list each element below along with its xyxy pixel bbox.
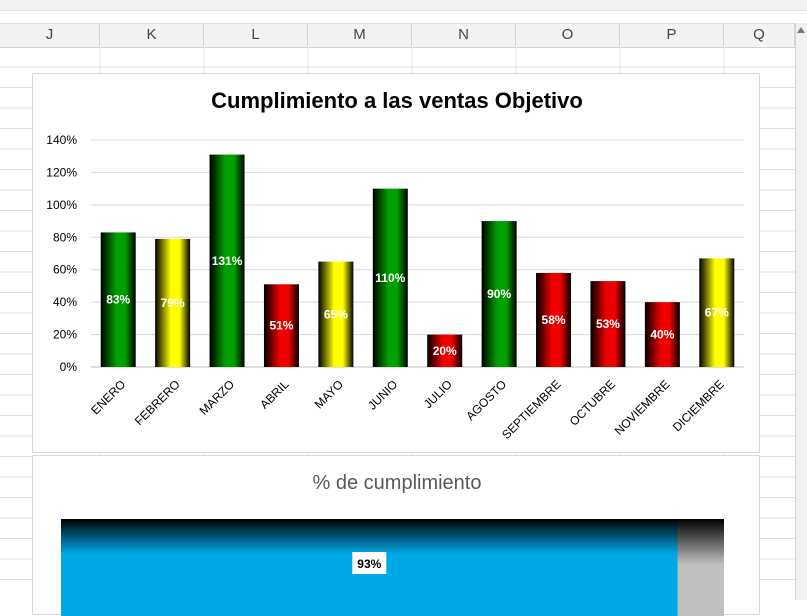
column-header-bar (0, 23, 795, 48)
bar-chart-monthly[interactable]: Cumplimiento a las ventas Objetivo 0% 20%… (32, 73, 760, 453)
bar-chart-plot: 0% 20% 40% 60% 80% 100% 120% 140% 83% ENERO 79% FEB… (46, 133, 744, 442)
column-header-l[interactable]: L (204, 23, 308, 46)
data-label-mayo: 65% (324, 307, 348, 321)
data-label-octubre: 53% (596, 317, 620, 331)
data-label-febrero: 79% (161, 296, 185, 310)
x-tick-label-agosto: AGOSTO (463, 377, 509, 423)
bar-mayo[interactable] (318, 261, 354, 367)
column-header-o[interactable]: O (516, 23, 620, 46)
bar-agosto[interactable] (481, 221, 517, 367)
data-label-junio: 110% (375, 271, 405, 285)
data-label-diciembre: 67% (705, 306, 729, 320)
y-tick-label: 20% (53, 328, 77, 342)
column-header-j[interactable]: J (0, 23, 100, 46)
data-label-marzo: 131% (212, 254, 243, 268)
scroll-up-icon[interactable] (797, 27, 805, 33)
y-tick-label: 40% (53, 295, 77, 309)
column-header-q[interactable]: Q (724, 23, 795, 46)
ribbon-edge (0, 0, 807, 11)
progress-chart[interactable]: % de cumplimiento 93% (32, 455, 760, 616)
bar-septiembre[interactable] (536, 272, 572, 367)
column-header-k[interactable]: K (100, 23, 204, 46)
x-tick-label-marzo: MARZO (197, 377, 238, 418)
x-tick-label-enero: ENERO (88, 377, 128, 417)
progress-label: 93% (357, 557, 381, 571)
bar-abril[interactable] (263, 284, 299, 367)
data-label-julio: 20% (433, 344, 457, 358)
bar-marzo[interactable] (209, 154, 245, 367)
bar-diciembre[interactable] (699, 258, 735, 367)
vertical-scrollbar[interactable] (795, 23, 807, 600)
x-tick-label-julio: JULIO (421, 377, 455, 411)
chart-title: Cumplimiento a las ventas Objetivo (211, 88, 583, 113)
bar-febrero[interactable] (155, 238, 191, 367)
column-header-n[interactable]: N (412, 23, 516, 46)
progress-chart-plot: 93% (61, 519, 724, 616)
x-tick-label-junio: JUNIO (365, 377, 400, 412)
y-tick-label: 80% (53, 230, 77, 244)
bar-enero[interactable] (100, 232, 136, 367)
column-header-m[interactable]: M (308, 23, 412, 46)
y-tick-label: 0% (60, 360, 78, 374)
x-tick-label-noviembre: NOVIEMBRE (612, 377, 673, 438)
bar-noviembre[interactable] (644, 302, 680, 367)
progress-chart-title: % de cumplimiento (312, 472, 482, 494)
x-tick-label-diciembre: DICIEMBRE (670, 377, 727, 434)
bar-octubre[interactable] (590, 281, 626, 367)
y-tick-label: 60% (53, 263, 77, 277)
data-label-abril: 51% (269, 319, 293, 333)
y-tick-label: 140% (46, 133, 77, 147)
progress-label-box (352, 552, 387, 574)
x-tick-label-mayo: MAYO (312, 377, 346, 411)
data-label-septiembre: 58% (542, 313, 566, 327)
data-label-noviembre: 40% (650, 328, 674, 342)
bar-julio[interactable] (427, 334, 463, 367)
x-tick-label-octubre: OCTUBRE (567, 377, 618, 428)
y-tick-label: 100% (46, 198, 77, 212)
data-label-agosto: 90% (487, 287, 511, 301)
data-label-enero: 83% (106, 293, 130, 307)
column-header-p[interactable]: P (620, 23, 724, 46)
x-tick-label-febrero: FEBRERO (132, 377, 183, 428)
y-tick-label: 120% (46, 165, 77, 179)
bar-junio[interactable] (372, 188, 408, 367)
x-tick-label-abril: ABRIL (257, 377, 292, 412)
